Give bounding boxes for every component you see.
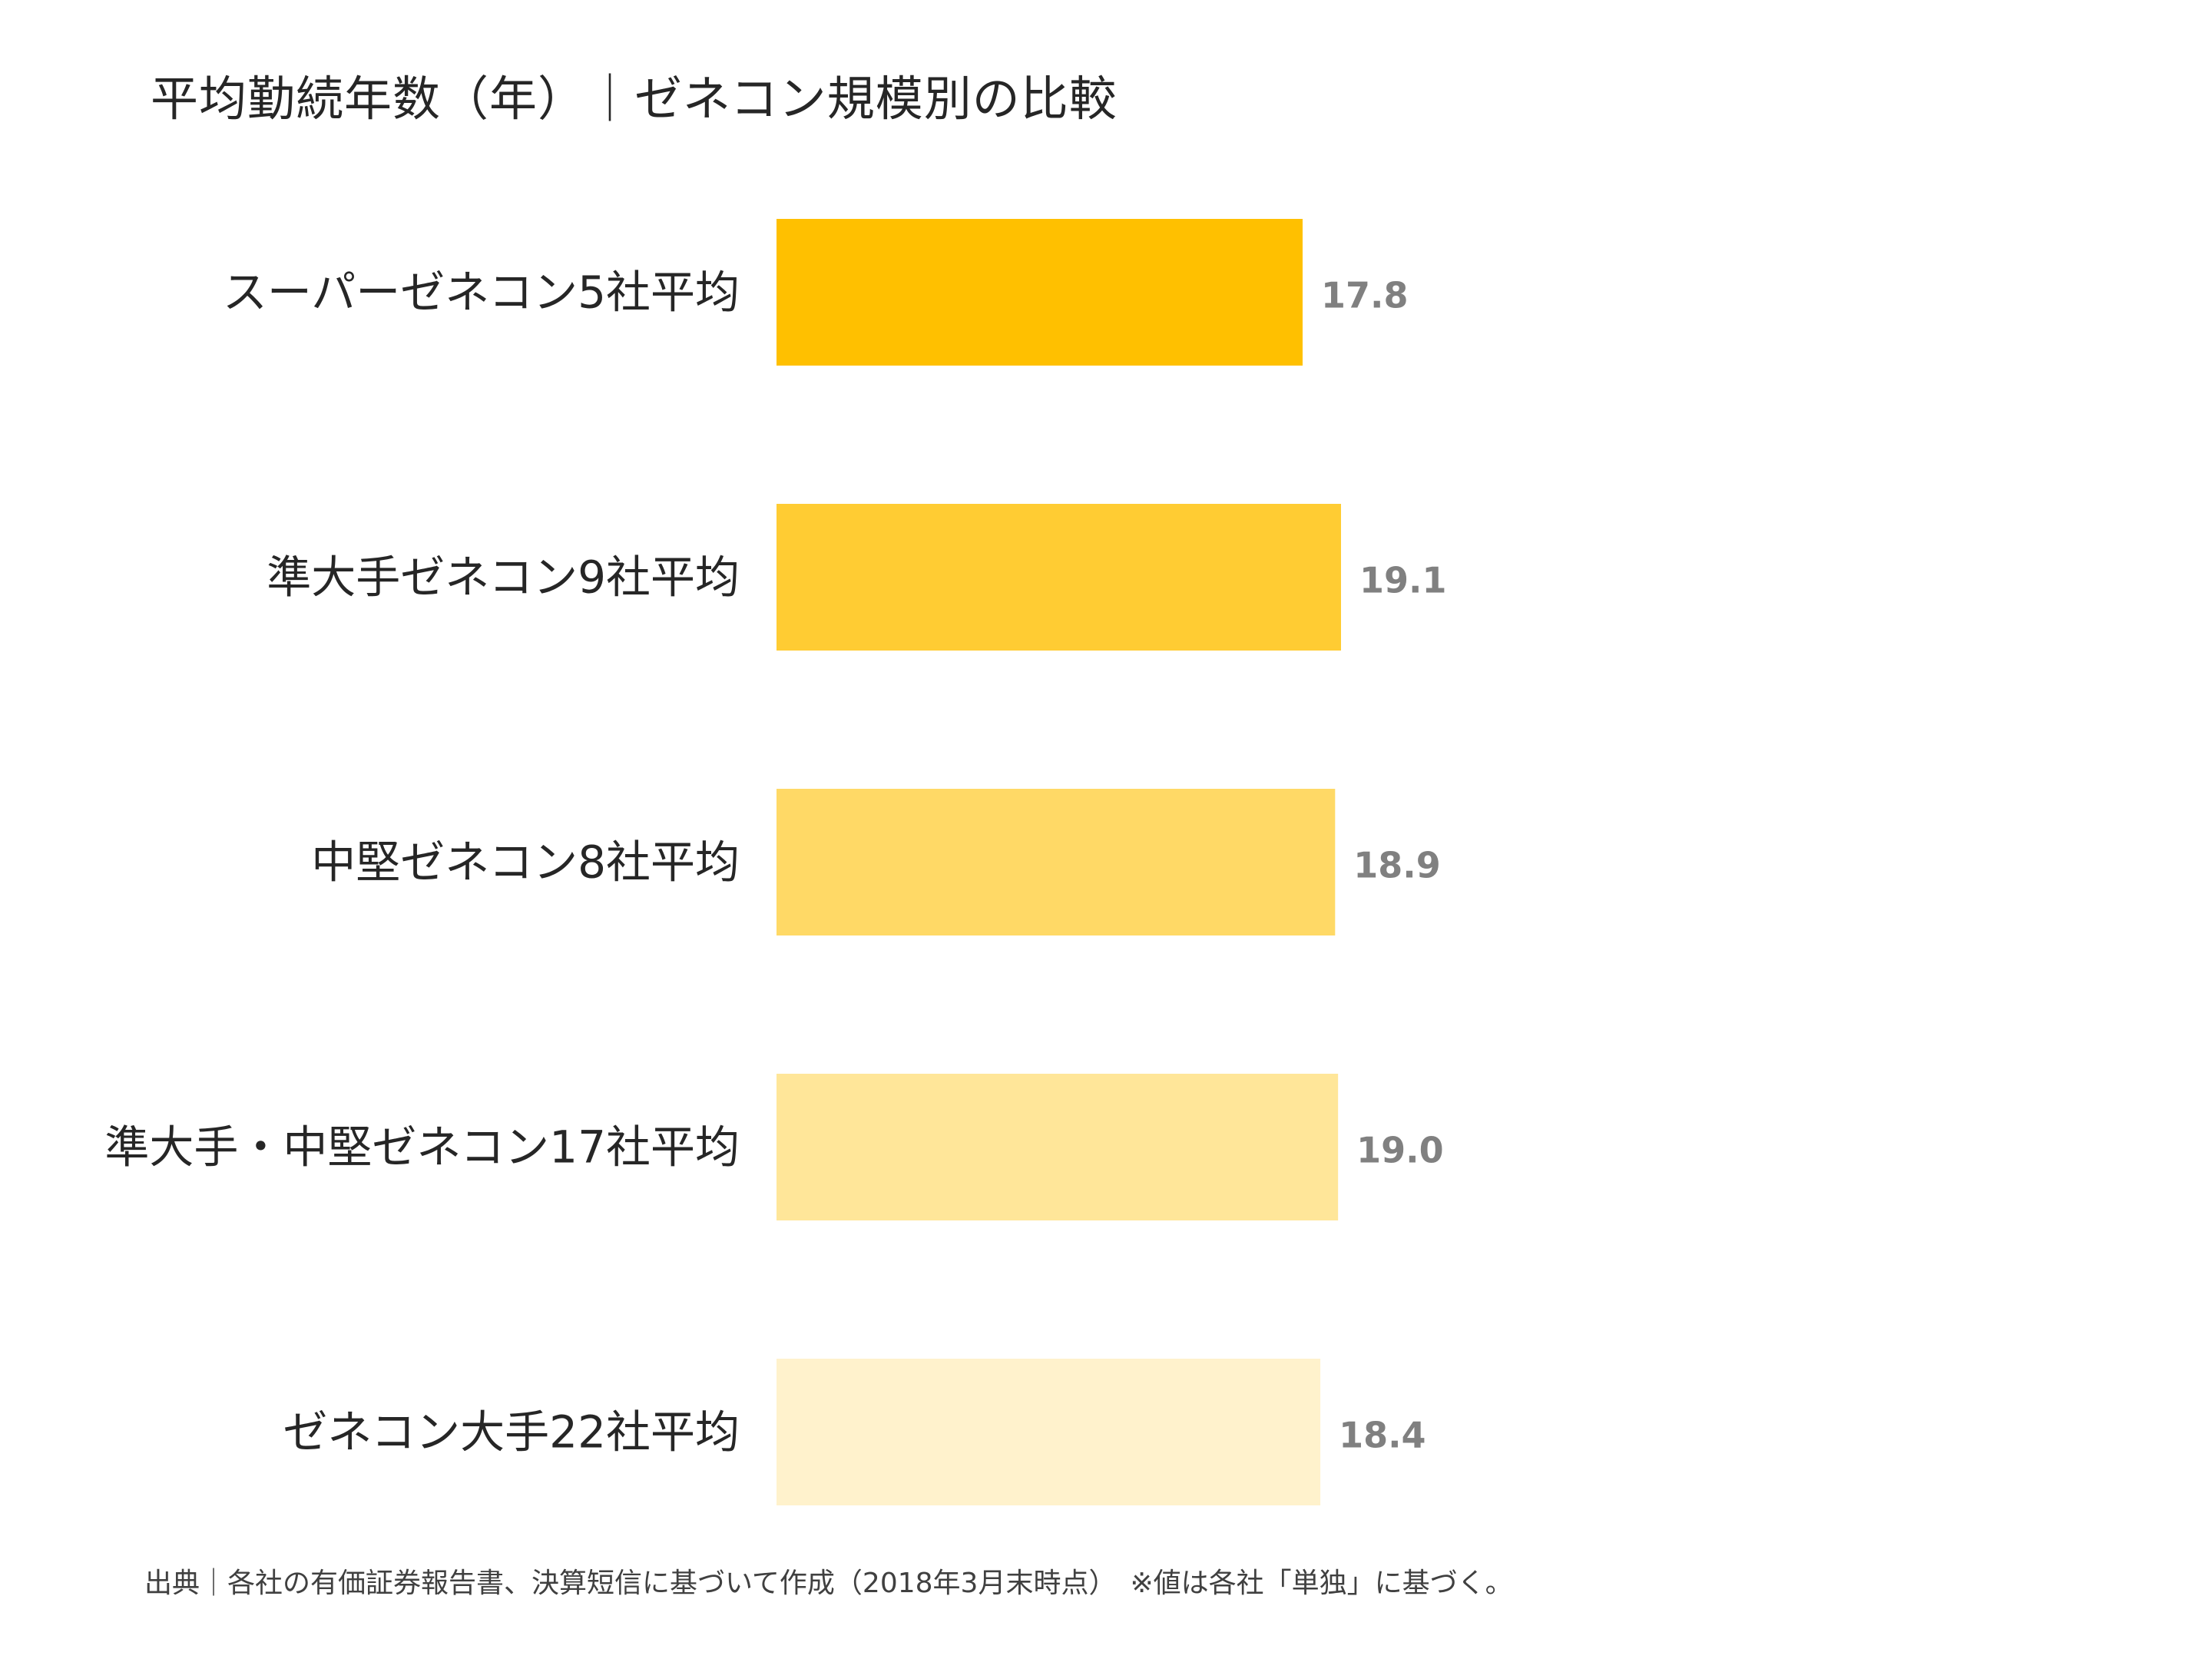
category-label-4: 準大手・中堅ゼネコン17社平均 — [104, 1121, 740, 1174]
category-label-2: 準大手ゼネコン9社平均 — [267, 551, 740, 604]
bar-1 — [777, 219, 1303, 366]
value-label-3: 18.9 — [1353, 845, 1441, 886]
bar-4 — [777, 1074, 1339, 1220]
value-label-2: 19.1 — [1359, 560, 1447, 601]
value-label-1: 17.8 — [1321, 275, 1409, 316]
value-labels: 17.8 19.1 18.9 19.0 18.4 — [1321, 275, 1447, 1456]
value-label-5: 18.4 — [1339, 1415, 1426, 1456]
value-label-4: 19.0 — [1356, 1130, 1444, 1171]
bar-2 — [777, 504, 1341, 651]
category-label-3: 中堅ゼネコン8社平均 — [311, 836, 740, 889]
bar-3 — [777, 789, 1336, 935]
bar-5 — [777, 1359, 1321, 1505]
chart-title: 平均勤続年数（年）｜ゼネコン規模別の比較 — [151, 71, 1118, 127]
category-label-1: スーパーゼネコン5社平均 — [223, 267, 740, 319]
category-labels: スーパーゼネコン5社平均準大手ゼネコン9社平均中堅ゼネコン8社平均準大手・中堅ゼ… — [104, 267, 740, 1459]
source-note: 出典｜各社の有価証券報告書、決算短信に基づいて作成（2018年3月末時点） ※値… — [144, 1568, 1513, 1599]
bars-group — [777, 219, 1341, 1505]
category-label-5: ゼネコン大手22社平均 — [283, 1406, 740, 1459]
